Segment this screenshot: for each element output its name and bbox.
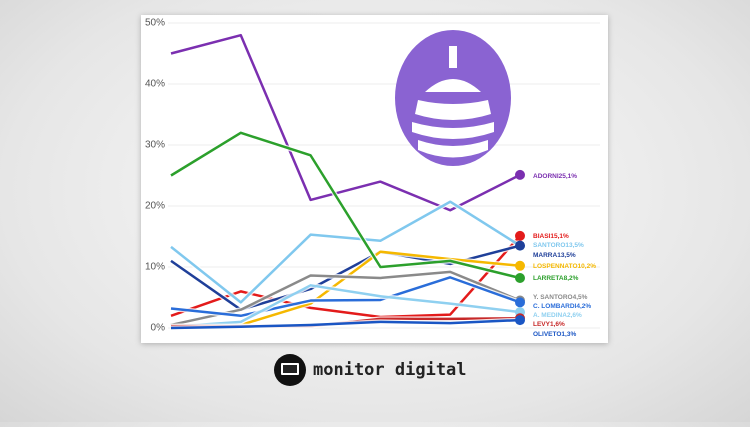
value-label: 15,1% [550,233,569,240]
series-line [170,284,521,329]
series-label: OLIVETO1,3% [533,331,576,338]
value-label: 4,2% [576,303,591,310]
series-label: Y. SANTORO4,5% [533,294,588,301]
series-label: LEVY1,6% [533,321,565,328]
series-line [170,131,521,280]
value-label: 13,5% [565,242,584,249]
card [141,15,608,343]
series-name: LOSPENNATO [533,263,578,270]
series-line [170,200,521,304]
logo [395,30,511,166]
series-name: A. MEDINA [533,312,567,319]
series-line [170,33,521,212]
brand: monitor digital [313,360,467,380]
end-dot [515,230,525,241]
y-tick-label: 50% [145,18,165,29]
end-dot [515,240,525,251]
series-name: OLIVETO [533,331,561,338]
end-dot [515,297,525,308]
value-label: 13,5% [557,252,576,259]
y-tick-label: 0% [151,323,166,334]
series-label: A. MEDINA2,6% [533,312,582,319]
y-tick-label: 10% [145,262,165,273]
series-name: MARRA [533,252,557,259]
y-tick-label: 20% [145,201,165,212]
series-line [170,276,521,318]
end-dot [515,272,525,283]
series-name: LARRETA [533,275,564,282]
series-name: Y. SANTORO [533,294,573,301]
value-label: 2,6% [567,312,582,319]
series-label: MARRA13,5% [533,252,576,259]
series-name: C. LOMBARDI [533,303,577,310]
y-tick-label: 30% [145,140,165,151]
series-name: BIASI [533,233,551,240]
brand-logo [274,354,306,386]
series-line [170,318,521,330]
value-label: 1,6% [550,321,565,328]
value-label: 8,2% [564,275,579,282]
series-label: SANTORO13,5% [533,242,584,249]
series-label: ADORNI25,1% [533,173,577,180]
series-label: C. LOMBARDI4,2% [533,303,591,310]
value-label: 25,1% [559,173,578,180]
series-label: LARRETA8,2% [533,275,579,282]
series-label: LOSPENNATO10,2% [533,263,596,270]
end-dot [515,315,525,326]
series-name: SANTORO [533,242,565,249]
value-label: 4,5% [573,294,588,301]
end-dot [515,169,525,180]
value-label: 10,2% [578,263,597,270]
end-dot [515,260,525,271]
value-label: 1,3% [561,331,576,338]
series-name: LEVY [533,321,551,328]
series-label: BIASI15,1% [533,233,569,240]
y-tick-label: 40% [145,79,165,90]
series-name: ADORNI [533,173,559,180]
